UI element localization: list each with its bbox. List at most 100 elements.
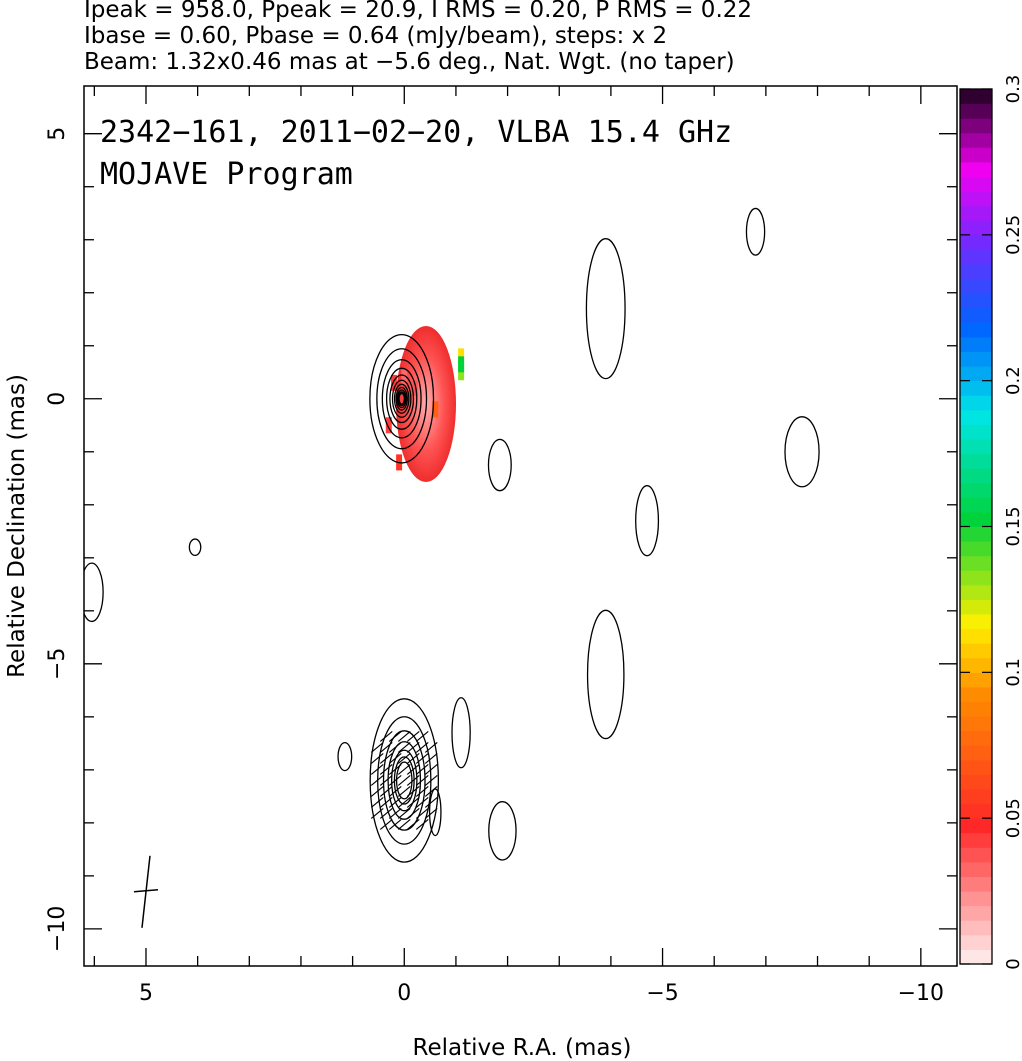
colorbar-segment	[960, 147, 992, 163]
colorbar-segment	[960, 161, 992, 177]
colorbar-segment	[960, 497, 992, 513]
y-tick-label: −10	[45, 906, 70, 952]
polarization-vector	[388, 775, 402, 786]
contour-noise-1	[585, 238, 626, 380]
contour-core	[393, 383, 410, 414]
polarization-vector	[406, 786, 420, 797]
colorbar-segment	[960, 103, 992, 119]
polarization-vector	[415, 808, 429, 819]
colorbar-segment	[960, 234, 992, 250]
x-tick-label: −5	[646, 981, 678, 1006]
contour-noise-10	[337, 741, 353, 772]
contour-core	[397, 391, 406, 407]
polarization-vector	[370, 786, 384, 797]
colorbar-segment	[960, 118, 992, 134]
contour-core	[369, 333, 435, 464]
contour-noise-7	[488, 801, 517, 861]
colorbar-tick-label: 0.05	[1003, 798, 1022, 838]
colorbar-segment	[960, 876, 992, 892]
colorbar-segment	[960, 730, 992, 746]
colorbar-segment	[960, 541, 992, 557]
colorbar-segment	[960, 716, 992, 732]
colorbar-segment	[960, 482, 992, 498]
y-tick-label: 5	[45, 127, 70, 141]
colorbar-segment	[960, 643, 992, 659]
polarization-vector	[379, 753, 393, 764]
colorbar-segment	[960, 847, 992, 863]
colorbar-segment	[960, 570, 992, 586]
colorbar: 0 0.05 0.1 0.15 0.2 0.25 0.3	[959, 75, 1022, 970]
polarization-vector	[379, 786, 393, 797]
colorbar-tick-label: 0.2	[1003, 366, 1022, 395]
polarization-vector	[415, 764, 429, 775]
polarization-vector	[397, 819, 411, 830]
polarization-vector	[415, 731, 429, 742]
colorbar-segment	[960, 336, 992, 352]
polarization-pixel	[411, 380, 418, 397]
beam-minor-axis	[133, 889, 159, 893]
contour-noise-3	[784, 416, 820, 488]
colorbar-segment	[960, 191, 992, 207]
polarization-vector	[424, 753, 438, 764]
polarization-vector	[397, 742, 411, 753]
polarization-vector	[397, 731, 411, 742]
polarization-pixel	[458, 356, 465, 373]
colorbar-segment	[960, 278, 992, 294]
colorbar-segment	[960, 424, 992, 440]
polarization-vector	[406, 764, 420, 775]
colorbar-tick-label: 0.1	[1003, 658, 1022, 687]
colorbar-segment	[960, 891, 992, 907]
colorbar-segment	[960, 861, 992, 877]
inset-subtitle: MOJAVE Program	[100, 157, 353, 192]
polarization-pixel	[432, 401, 439, 418]
contour-south	[387, 741, 422, 820]
colorbar-segment	[960, 132, 992, 148]
y-tick-label: −5	[45, 648, 70, 680]
colorbar-segment	[960, 555, 992, 571]
colorbar-segment	[960, 774, 992, 790]
contour-noise-4	[487, 438, 512, 492]
colorbar-tick-label: 0.3	[1003, 75, 1022, 104]
contour-noise-11	[451, 697, 471, 769]
contour-noise-9	[188, 538, 202, 557]
header-line-2: Ibase = 0.60, Pbase = 0.64 (mJy/beam), s…	[84, 23, 668, 49]
contour-core	[376, 348, 428, 450]
contour-core	[395, 386, 408, 411]
polarization-vector	[415, 742, 429, 753]
beam-major-axis	[141, 855, 151, 928]
y-tick-label: 0	[45, 392, 70, 406]
colorbar-segment	[960, 599, 992, 615]
polarization-vector	[424, 797, 438, 808]
colorbar-segment	[960, 789, 992, 805]
polarization-vector	[406, 775, 420, 786]
polarization-vector	[370, 808, 384, 819]
colorbar-segment	[960, 832, 992, 848]
colorbar-segment	[960, 264, 992, 280]
polarization-vector	[397, 764, 411, 775]
polarization-vector	[406, 808, 420, 819]
polarization-vector	[388, 808, 402, 819]
contour-core	[389, 374, 415, 424]
inset-title: 2342−161, 2011−02−20, VLBA 15.4 GHz	[100, 115, 732, 150]
polarization-vector	[424, 786, 438, 797]
colorbar-segment	[960, 818, 992, 834]
colorbar-segment	[960, 439, 992, 455]
polarization-vector	[379, 764, 393, 775]
colorbar-segment	[960, 395, 992, 411]
polarization-vector	[379, 742, 393, 753]
polarization-vector	[379, 819, 393, 830]
polarization-vector	[388, 786, 402, 797]
vector-layer	[133, 731, 438, 928]
colorbar-segment	[960, 205, 992, 221]
polarization-vector	[406, 742, 420, 753]
polarization-vector	[379, 775, 393, 786]
polarization-vector	[424, 764, 438, 775]
contour-south	[382, 730, 426, 831]
colorbar-segment	[960, 220, 992, 236]
x-tick-label: 0	[397, 981, 411, 1006]
colorbar-segment	[960, 468, 992, 484]
contour-south	[395, 761, 413, 800]
colorbar-segment	[960, 614, 992, 630]
contour-south	[369, 698, 440, 863]
